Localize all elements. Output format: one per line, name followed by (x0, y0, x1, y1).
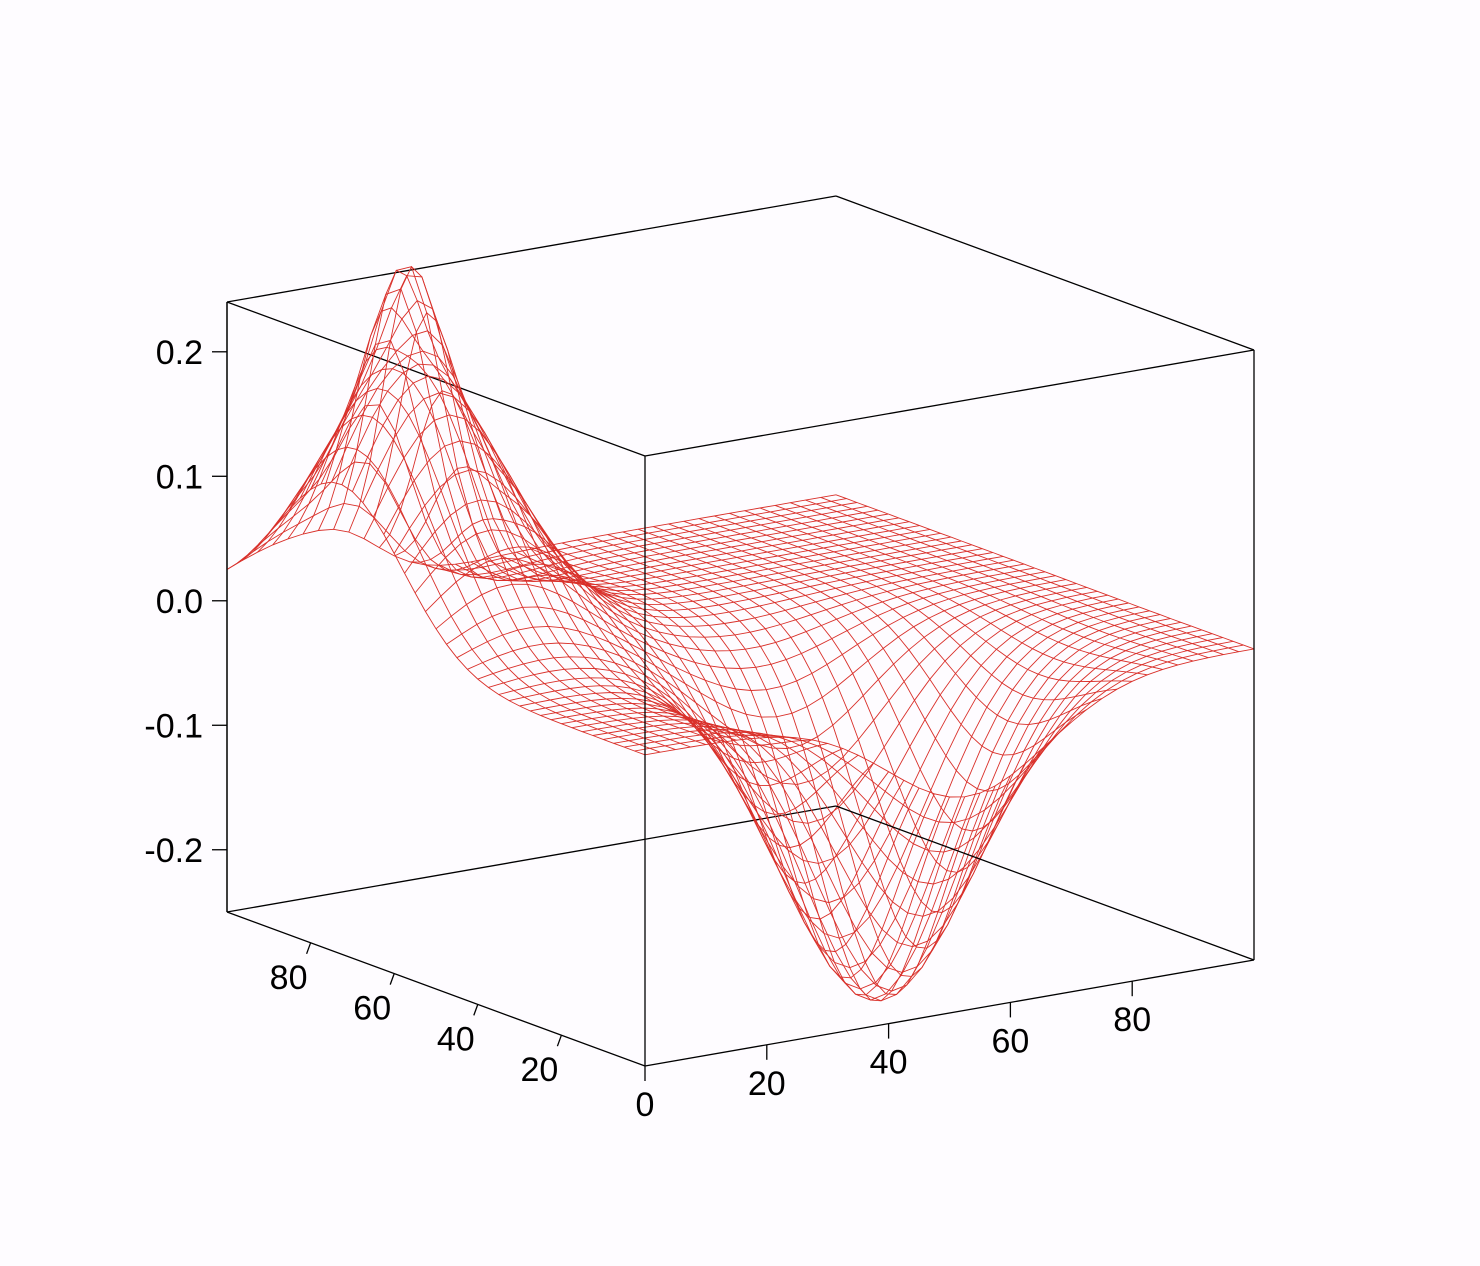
box-edge-back-top-x (226, 195, 837, 303)
mesh-line-x-40 (835, 494, 1255, 650)
mesh-line-y-35 (278, 288, 889, 582)
mesh-line-x-23 (577, 539, 996, 977)
mesh-line-x-25 (607, 534, 1026, 913)
box-edge-back-top-y (226, 301, 646, 457)
mesh-line-x-24 (592, 536, 1011, 949)
mesh-line-x-20 (531, 548, 950, 996)
mesh-line-y-6 (582, 625, 1192, 973)
mesh-line-y-11 (529, 606, 1140, 969)
mesh-line-x-35 (759, 507, 1179, 666)
box-edge-top-right-y (835, 195, 1255, 351)
mesh-line-x-0 (226, 481, 646, 756)
mesh-line-y-25 (383, 440, 993, 611)
mesh-line-y-21 (425, 557, 1035, 652)
mesh-line-x-18 (500, 555, 920, 953)
mesh-line-x-37 (790, 502, 1209, 659)
mesh-line-x-28 (653, 526, 1072, 792)
mesh-line-x-13 (424, 546, 844, 786)
mesh-line-x-39 (820, 496, 1239, 653)
z-tick-label-0.2: 0.2 (156, 334, 203, 372)
y-tick-label-60: 60 (353, 990, 391, 1028)
mesh-line-x-7 (333, 269, 752, 740)
x-tick-label-20: 20 (748, 1065, 786, 1103)
mesh-line-x-32 (714, 515, 1133, 683)
mesh-line-y-3 (613, 637, 1223, 885)
mesh-line-x-9 (363, 311, 783, 738)
y-tick-20 (556, 1034, 563, 1047)
x-tick-label-40: 40 (870, 1044, 908, 1082)
mesh-line-x-34 (744, 510, 1163, 670)
axis-ticks (212, 351, 1133, 1081)
box-edge-top-front-x (644, 349, 1255, 457)
x-tick-label-80: 80 (1113, 1001, 1151, 1039)
mesh-line-x-8 (348, 265, 767, 738)
mesh-line-x-30 (683, 520, 1102, 726)
box-edge-bottom-right-y (835, 805, 1255, 961)
mesh-line-y-31 (320, 330, 931, 585)
mesh-line-x-11 (394, 466, 813, 747)
z-tick-label-0.1: 0.1 (156, 458, 203, 496)
mesh-line-x-33 (729, 512, 1148, 676)
mesh-line-y-27 (362, 392, 972, 600)
mesh-line-y-40 (226, 494, 837, 570)
mesh-line-x-38 (805, 499, 1224, 656)
y-tick-80 (305, 942, 312, 955)
axis-tick-labels: 0 20 40 60 80 20 40 60 80 0.2 0.1 0.0 -0.1 -0.2 (144, 334, 1151, 1124)
mesh-line-y-33 (299, 275, 910, 583)
mesh-line-x-16 (470, 561, 889, 884)
z-tick-label--0.1: -0.1 (144, 707, 203, 745)
mesh-line-y-15 (488, 590, 1098, 824)
y-tick-label-40: 40 (437, 1020, 475, 1058)
box-edge-bottom-front-x (644, 959, 1255, 1067)
y-tick-60 (389, 973, 395, 985)
mesh-line-x-12 (409, 518, 828, 764)
y-tick-label-80: 80 (270, 959, 308, 997)
y-tick-40 (473, 1004, 479, 1016)
mesh-line-y-12 (519, 602, 1129, 939)
mesh-line-x-10 (378, 390, 798, 739)
mesh-line-x-1 (241, 446, 661, 753)
x-tick-label-0: 0 (636, 1086, 655, 1124)
z-tick-label-0.0: 0.0 (156, 583, 203, 621)
mesh-line-x-6 (317, 307, 737, 741)
surface-mesh (226, 265, 1255, 1002)
box-front-edges (226, 195, 1255, 1067)
mesh-line-x-31 (698, 518, 1118, 701)
mesh-line-x-14 (439, 563, 859, 815)
box-edge-back-bottom-y (226, 911, 646, 1067)
mesh-line-x-2 (257, 414, 676, 751)
mesh-line-x-5 (302, 346, 722, 743)
z-tick-label--0.2: -0.2 (144, 832, 203, 870)
box-back-edges (226, 195, 837, 1067)
mesh-line-x-27 (637, 528, 1057, 832)
mesh-line-x-29 (668, 523, 1087, 756)
mesh-line-x-21 (546, 545, 966, 1002)
mesh-line-x-36 (774, 504, 1194, 662)
mesh-line-y-5 (592, 629, 1202, 948)
x-tick-label-60: 60 (991, 1022, 1029, 1060)
box-edge-back-bottom-x (226, 805, 837, 913)
mesh-line-x-22 (561, 542, 981, 995)
mesh-line-x-15 (455, 563, 874, 849)
mesh-line-y-26 (372, 414, 983, 605)
mesh-line-x-19 (516, 551, 935, 979)
mesh-line-x-26 (622, 531, 1042, 873)
mesh-line-x-17 (485, 558, 905, 920)
y-tick-label-20: 20 (520, 1051, 558, 1089)
